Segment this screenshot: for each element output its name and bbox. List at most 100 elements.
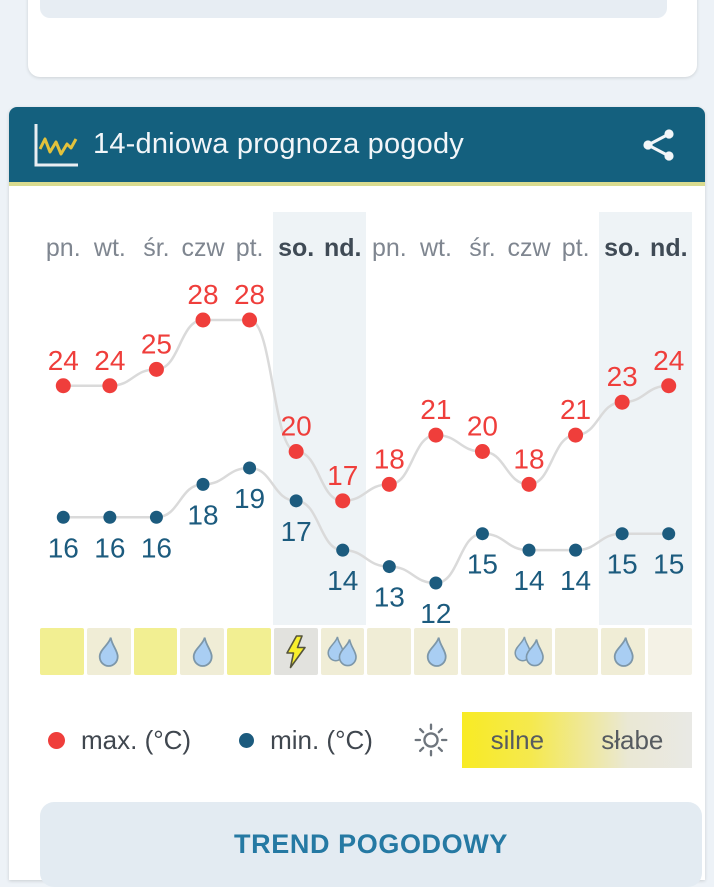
min-temp-point — [475, 527, 489, 541]
condition-cell — [554, 628, 599, 675]
max-temp-value: 24 — [48, 345, 79, 376]
scale-weak-label: słabe — [601, 724, 664, 755]
min-temp-value: 14 — [560, 565, 591, 596]
max-temp-point — [335, 493, 351, 509]
condition-cell — [273, 628, 318, 675]
forecast-card: 14-dniowa prognoza pogody pn. wt. śr. czw pt… — [9, 107, 705, 887]
max-temp-point — [55, 378, 71, 394]
day-label: czw — [507, 234, 551, 262]
condition-cell — [133, 628, 178, 675]
condition-cell — [648, 628, 692, 675]
day-label: so. — [278, 234, 315, 262]
min-temp-point — [662, 527, 676, 541]
condition-cell — [414, 628, 459, 675]
min-temp-value: 15 — [653, 549, 684, 580]
max-temp-point — [428, 427, 444, 443]
min-temp-point — [103, 510, 117, 524]
previous-widget-card — [28, 0, 697, 77]
weekend-band — [272, 212, 320, 625]
previous-widget-content — [40, 0, 667, 18]
day-label: wt. — [93, 234, 126, 262]
min-temp-value: 14 — [327, 565, 358, 596]
max-temp-point — [614, 394, 630, 410]
min-series-label: min. (°C) — [270, 724, 373, 755]
day-label: nd. — [324, 234, 362, 262]
max-temp-value: 20 — [467, 411, 498, 442]
max-temp-value: 24 — [94, 345, 125, 376]
min-temp-value: 16 — [94, 532, 125, 563]
max-temp-value: 23 — [607, 361, 638, 392]
condition-cell — [180, 628, 225, 675]
max-temp-point — [288, 444, 304, 459]
forecast-card-header: 14-dniowa prognoza pogody — [9, 107, 705, 186]
weekend-band — [645, 212, 693, 625]
max-temp-point — [148, 361, 164, 377]
condition-cell — [601, 628, 646, 675]
weather-trend-button[interactable]: TREND POGODOWY — [40, 802, 702, 887]
min-temp-value: 13 — [374, 582, 405, 613]
lightning-icon — [285, 634, 306, 668]
max-series-label: max. (°C) — [81, 724, 192, 755]
min-temp-point — [429, 576, 443, 590]
double-raindrop-icon — [327, 636, 357, 666]
min-temp-point — [196, 477, 210, 491]
temperature-line — [63, 466, 669, 585]
max-temp-point — [242, 312, 258, 328]
day-label: pt. — [561, 234, 590, 262]
raindrop-icon — [613, 636, 634, 667]
min-temp-point — [289, 494, 303, 508]
max-temp-value: 28 — [187, 279, 218, 310]
condition-cell — [40, 628, 84, 675]
min-temp-point — [336, 543, 350, 557]
day-label: pt. — [235, 234, 264, 262]
max-temp-value: 21 — [560, 394, 591, 425]
double-raindrop-icon — [514, 636, 544, 666]
min-temp-point — [615, 527, 629, 541]
max-temp-value: 18 — [513, 443, 544, 474]
max-temp-point — [474, 444, 490, 459]
min-temp-value: 14 — [513, 565, 544, 596]
day-label: śr. — [469, 234, 496, 262]
min-temp-point — [522, 543, 536, 557]
share-icon[interactable] — [639, 125, 679, 165]
min-temp-value: 15 — [607, 549, 638, 580]
min-temp-value: 19 — [234, 483, 265, 514]
min-temp-point — [382, 560, 396, 574]
condition-cell — [320, 628, 365, 675]
max-series-dot — [48, 731, 65, 749]
condition-cell — [507, 628, 552, 675]
min-temp-point — [56, 510, 70, 524]
min-temp-point — [243, 461, 257, 475]
scale-strong-label: silne — [490, 724, 545, 755]
min-temp-value: 16 — [48, 532, 79, 563]
raindrop-icon — [426, 636, 447, 667]
day-labels-row: pn. wt. śr. czw pt. so. nd. pn. wt. śr. czw pt. so. n… — [40, 228, 692, 268]
sun-intensity-scale: silne słabe — [462, 712, 692, 768]
sun-icon — [414, 723, 448, 757]
max-temp-point — [568, 427, 584, 443]
max-temp-point — [521, 476, 537, 492]
max-temp-value: 20 — [281, 411, 312, 442]
max-temp-value: 24 — [653, 345, 684, 376]
day-label: wt. — [419, 234, 452, 262]
day-label: czw — [181, 234, 225, 262]
condition-cell — [461, 628, 505, 675]
day-label: pn. — [45, 234, 81, 262]
condition-cell — [367, 628, 412, 675]
raindrop-icon — [98, 636, 119, 667]
day-label: śr. — [143, 234, 170, 262]
condition-cell — [227, 628, 271, 675]
raindrop-icon — [192, 636, 213, 667]
day-label: pn. — [371, 234, 407, 262]
day-label: so. — [604, 234, 641, 262]
min-temp-value: 15 — [467, 549, 498, 580]
max-temp-point — [381, 476, 397, 492]
conditions-row — [40, 628, 692, 675]
max-temp-point — [102, 378, 118, 394]
temperature-chart: 24 24 25 28 28 20 17 18 21 20 18 21 23 24 16 16 16 18 19 17… — [48, 279, 685, 629]
min-temp-point — [569, 543, 583, 557]
weekend-band — [598, 212, 646, 625]
min-temp-value: 12 — [420, 598, 451, 629]
max-temp-point — [661, 378, 677, 394]
